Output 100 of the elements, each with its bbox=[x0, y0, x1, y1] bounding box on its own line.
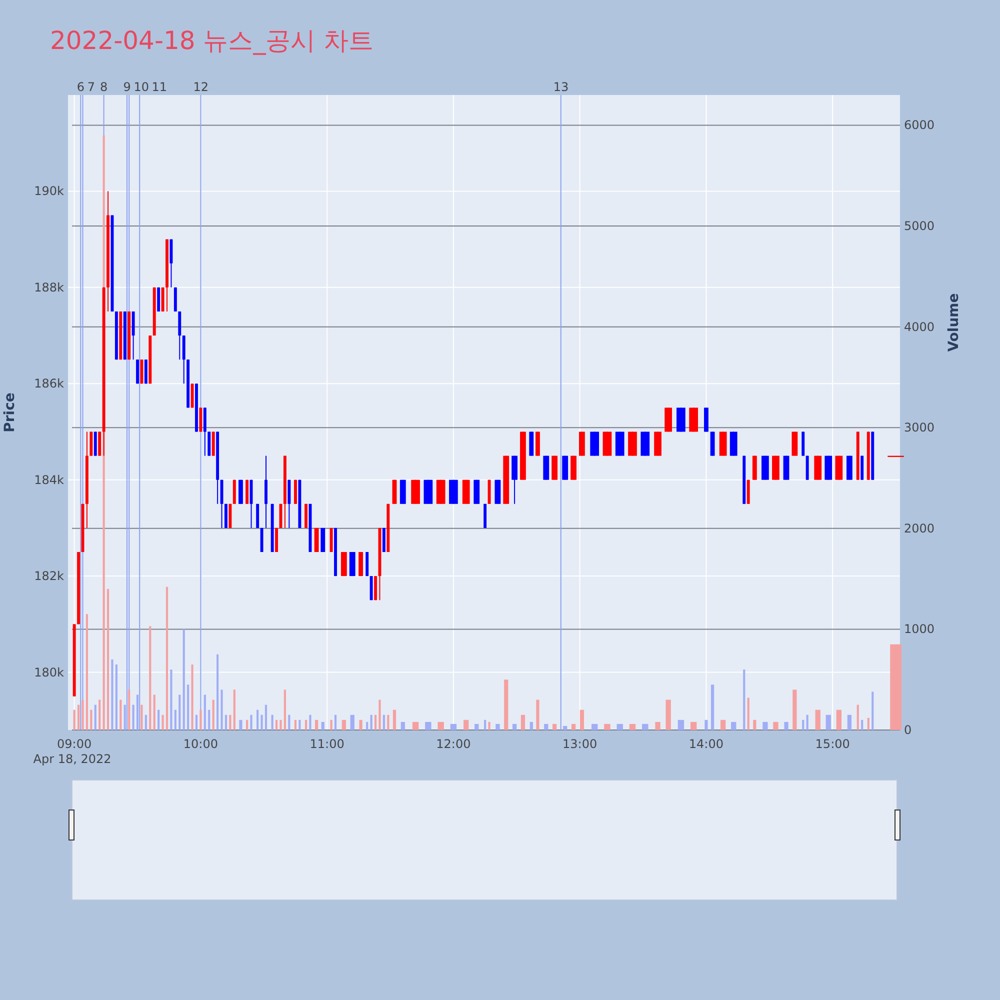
bar bbox=[275, 720, 278, 730]
bar bbox=[90, 710, 92, 730]
bar bbox=[162, 714, 164, 730]
bar bbox=[382, 714, 385, 730]
bar bbox=[200, 710, 202, 730]
y-tick-label: 190k bbox=[34, 184, 64, 198]
bar bbox=[315, 720, 318, 730]
bar bbox=[153, 694, 156, 730]
bar bbox=[271, 714, 274, 730]
bar bbox=[284, 690, 286, 730]
bar bbox=[747, 698, 750, 730]
y2-tick-label: 6000 bbox=[904, 118, 935, 132]
bar bbox=[806, 714, 808, 730]
bar bbox=[166, 586, 168, 730]
ref-line-label: 10 bbox=[134, 80, 150, 94]
y-tick-label: 188k bbox=[34, 280, 64, 294]
bar bbox=[872, 692, 874, 730]
bar bbox=[359, 720, 362, 730]
ref-line-label: 6 bbox=[76, 80, 85, 94]
bar bbox=[294, 720, 297, 730]
y2-tick-label: 2000 bbox=[904, 521, 935, 536]
bar bbox=[370, 714, 372, 730]
x-tick-label: 11:00 bbox=[310, 737, 344, 751]
y-tick-label: 184k bbox=[34, 472, 64, 487]
bar bbox=[802, 720, 804, 730]
bar bbox=[170, 670, 172, 730]
bar bbox=[178, 694, 181, 730]
y-tick-label: 186k bbox=[34, 376, 64, 391]
bar bbox=[260, 714, 263, 730]
bar bbox=[229, 714, 232, 730]
x-tick-label: 14:00 bbox=[688, 737, 724, 751]
bar bbox=[195, 714, 198, 730]
bar bbox=[149, 626, 152, 730]
bar bbox=[216, 654, 219, 730]
bar bbox=[98, 700, 101, 730]
y-axis-title: Price bbox=[2, 392, 18, 432]
x-tick-label: 10:00 bbox=[183, 737, 218, 751]
bar bbox=[191, 664, 194, 730]
bar bbox=[334, 714, 337, 730]
bar bbox=[94, 704, 96, 730]
bar bbox=[304, 720, 308, 730]
bar bbox=[208, 710, 210, 730]
bar bbox=[128, 690, 130, 730]
x-tick-label: 12:00 bbox=[436, 737, 471, 751]
bar bbox=[753, 720, 756, 730]
bar bbox=[106, 588, 110, 730]
bar bbox=[710, 684, 714, 730]
bar bbox=[250, 714, 252, 730]
bar bbox=[298, 720, 301, 730]
bar bbox=[743, 670, 746, 730]
x-tick-label: 15:00 bbox=[815, 737, 850, 751]
bar bbox=[132, 704, 134, 730]
bar bbox=[246, 720, 248, 730]
y2-tick-label: 0 bbox=[904, 723, 912, 737]
bar bbox=[288, 714, 290, 730]
bar bbox=[158, 710, 160, 730]
bar bbox=[239, 720, 242, 730]
x-tick-label: 13:00 bbox=[562, 737, 598, 751]
bar bbox=[111, 659, 114, 730]
bar bbox=[82, 700, 84, 730]
bar bbox=[536, 700, 540, 730]
y2-tick-label: 3000 bbox=[904, 420, 935, 435]
bar bbox=[187, 684, 190, 730]
bar bbox=[144, 714, 147, 730]
y-tick-label: 182k bbox=[34, 569, 64, 584]
bar bbox=[136, 694, 139, 730]
bar bbox=[140, 704, 143, 730]
bar bbox=[387, 714, 390, 730]
bar bbox=[124, 704, 126, 730]
bar bbox=[174, 710, 176, 730]
y-tick-label: 180k bbox=[34, 665, 64, 680]
bar bbox=[233, 690, 236, 730]
ref-line-label: 12 bbox=[193, 80, 208, 94]
bar bbox=[530, 722, 533, 730]
bar bbox=[856, 704, 859, 730]
bar bbox=[115, 664, 118, 730]
y2-tick-label: 1000 bbox=[904, 622, 935, 636]
chart-title: 2022-04-18 뉴스_공시 차트 bbox=[50, 26, 374, 55]
bar bbox=[330, 720, 332, 730]
ref-line-label: 11 bbox=[152, 80, 168, 94]
x-tick-label: 09:00 Apr 18, 2022 bbox=[33, 737, 112, 766]
bar bbox=[256, 710, 259, 730]
bar bbox=[204, 694, 206, 730]
y2-tick-label: 4000 bbox=[904, 320, 935, 334]
bar bbox=[264, 704, 268, 730]
bar bbox=[704, 720, 708, 730]
bar bbox=[86, 614, 88, 730]
bar bbox=[120, 700, 122, 730]
bar bbox=[73, 710, 76, 730]
ref-line-label: 7 bbox=[87, 80, 96, 94]
bar bbox=[309, 714, 312, 730]
bar bbox=[78, 704, 80, 730]
bar bbox=[378, 700, 381, 730]
ref-line-label: 9 bbox=[123, 80, 131, 94]
bar bbox=[861, 720, 864, 730]
bar bbox=[182, 629, 185, 730]
bar bbox=[220, 690, 223, 730]
y2-tick-label: 5000 bbox=[904, 219, 935, 234]
bar bbox=[321, 722, 324, 730]
bar bbox=[484, 720, 486, 730]
